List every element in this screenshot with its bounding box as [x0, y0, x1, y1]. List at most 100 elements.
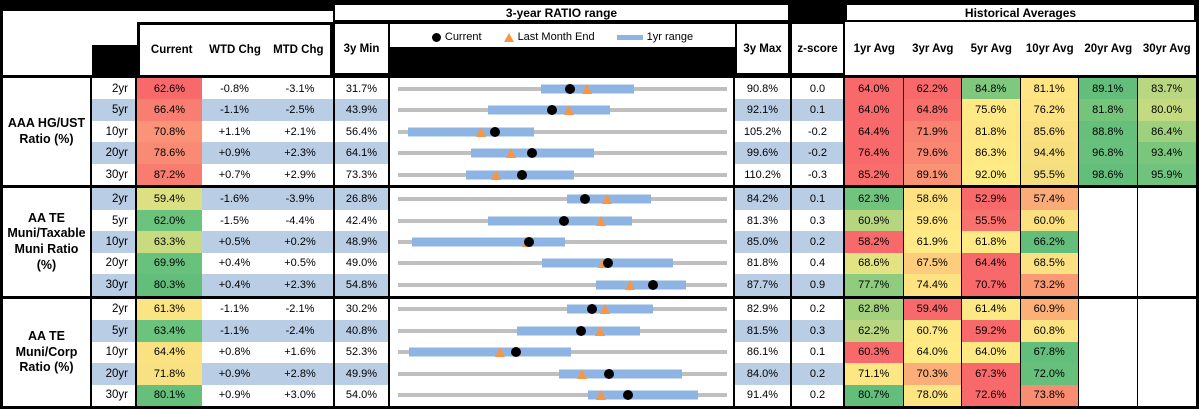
avg-cell: 80.0% [1137, 99, 1196, 121]
current-value-cell: 59.4% [137, 188, 202, 210]
wtd-chg-cell: -1.6% [202, 188, 267, 210]
avg-cell: 79.6% [903, 142, 962, 164]
wtd-chg-cell: +0.9% [202, 363, 267, 385]
average-column-headers: 1yr Avg 3yr Avg 5yr Avg 10yr Avg 20yr Av… [845, 22, 1196, 75]
avg-cell: 93.4% [1137, 142, 1196, 164]
mtd-chg-cell: -4.4% [285, 214, 315, 227]
avg-cell: 67.8% [1020, 341, 1079, 364]
zscore-cell: -0.2 [790, 142, 845, 164]
zscore-cell: 0.4 [790, 252, 845, 275]
last-month-end-marker [506, 148, 517, 159]
zscore-cell: 0.1 [790, 188, 845, 210]
avg-cell: 59.2% [962, 320, 1021, 342]
tenor-cell: 30yr [92, 384, 137, 406]
current-value-cell: 80.3% [137, 274, 202, 296]
table-row: 10yr 70.8% +1.1% +2.1% 56.4% 105.2% -0.2 64.4% 7… [92, 120, 1196, 143]
3y-min-column-header: 3y Min [333, 22, 390, 75]
avg-cell: 77.7% [845, 274, 904, 296]
current-marker [546, 105, 557, 116]
avg-column-header-5yr: 5yr Avg [970, 42, 1012, 55]
zscore-cell: 0.3 [790, 209, 845, 232]
range-section-title: 3-year RATIO range [333, 3, 790, 22]
section-rows: 2yr 59.4% -1.6% -3.9% 26.8% 84.2% 0.1 62.3% 58.6… [92, 188, 1196, 296]
wtd-chg-cell: +1.1% [218, 125, 251, 138]
3y-max-cell: 99.6% [735, 142, 790, 164]
avg-cell: 85.6% [1020, 120, 1079, 143]
avg-cell: 92.0% [962, 163, 1021, 186]
wtd-chg-cell: -1.1% [202, 99, 267, 121]
current-marker [527, 148, 538, 159]
avg-cell: 68.6% [845, 252, 904, 275]
current-marker [587, 304, 598, 315]
section-3: AA TE Muni/Corp Ratio (%) 2yr 61.3% -1.1% -2.1… [3, 295, 1196, 406]
table-row: 20yr 71.8% +0.9% +2.8% 49.9% 84.0% 0.2 71.1% 70.… [92, 363, 1196, 385]
legend-last-month-label: Last Month End [517, 31, 595, 43]
avg-cell [1079, 363, 1138, 385]
avg-cell: 62.2% [903, 78, 962, 100]
group-label-line: Muni/Taxable [7, 226, 86, 241]
tenor-cell: 5yr [92, 209, 137, 232]
avg-cell: 76.4% [845, 142, 904, 164]
current-value-cell: 63.4% [137, 320, 202, 342]
section-rows: 2yr 61.3% -1.1% -2.1% 30.2% 82.9% 0.2 62.8% 59.4… [92, 298, 1196, 406]
current-value-cell: 61.3% [137, 298, 202, 321]
current-marker [524, 237, 535, 247]
avg-cell: 72.0% [1020, 363, 1079, 385]
wtd-chg-cell: +0.5% [202, 231, 267, 253]
range-chart-cell [390, 341, 735, 364]
avg-cell: 58.6% [903, 188, 962, 210]
tenor-cell: 2yr [92, 298, 137, 321]
avg-cell: 80.7% [845, 384, 904, 406]
table-row: 30yr 80.3% +0.4% +2.3% 54.8% 87.7% 0.9 77.7% 74.… [92, 274, 1196, 296]
3y-max-cell: 81.8% [746, 257, 779, 270]
avg-cell: 72.6% [962, 384, 1021, 406]
mtd-chg-cell: -3.9% [267, 188, 333, 210]
avg-cell: 74.4% [903, 274, 962, 296]
1yr-range-bar [587, 390, 699, 400]
current-value-cell: 63.3% [137, 231, 202, 253]
zscore-column-header: z-score [790, 22, 845, 75]
avg-cell: 60.9% [1020, 298, 1079, 321]
avg-cell: 95.9% [1137, 163, 1196, 186]
3y-max-cell: 86.1% [746, 346, 779, 359]
tenor-cell: 20yr [92, 363, 137, 385]
range-chart-cell [390, 274, 735, 296]
last-month-end-marker [600, 304, 611, 315]
last-month-end-marker [582, 83, 593, 94]
3y-min-cell: 73.3% [333, 163, 390, 186]
current-value-cell: 78.6% [137, 142, 202, 164]
avg-cell: 64.0% [903, 341, 962, 364]
last-month-end-marker [595, 215, 606, 226]
avg-cell [1079, 274, 1138, 296]
avg-cell: 64.0% [962, 341, 1021, 364]
1yr-range-bar [595, 280, 686, 290]
3y-min-cell: 48.9% [333, 231, 390, 253]
avg-cell: 81.8% [962, 120, 1021, 143]
group-label-line: (%) [36, 257, 57, 272]
last-month-end-marker [595, 325, 606, 336]
group-label: AAA HG/UST Ratio (%) [3, 78, 92, 186]
3y-min-cell: 64.1% [333, 142, 390, 164]
zscore-cell: 0.2 [790, 363, 845, 385]
avg-cell [1137, 384, 1196, 406]
current-value-cell: 62.0% [137, 209, 202, 232]
table-row: 30yr 87.2% +0.7% +2.9% 73.3% 110.2% -0.3 85.2% 8… [92, 163, 1196, 186]
range-chart-cell [390, 384, 735, 406]
avg-cell: 78.0% [903, 384, 962, 406]
range-track [398, 393, 727, 398]
avg-cell [1079, 384, 1138, 406]
3y-min-cell: 30.2% [333, 298, 390, 321]
avg-cell: 60.9% [845, 209, 904, 232]
current-value-cell: 71.8% [137, 363, 202, 385]
current-value-cell: 87.2% [137, 163, 202, 186]
table-row: 20yr 69.9% +0.4% +0.5% 49.0% 81.8% 0.4 68.6% 67.… [92, 252, 1196, 275]
current-marker [622, 390, 633, 401]
group-label-line: AA TE [27, 328, 66, 343]
avg-column-header-3yr: 3yr Avg [912, 42, 954, 55]
mtd-chg-cell: -2.4% [267, 320, 333, 342]
avg-cell: 55.5% [962, 209, 1021, 232]
mtd-chg-cell: +2.3% [267, 142, 333, 164]
table-row: 2yr 61.3% -1.1% -2.1% 30.2% 82.9% 0.2 62.8% 59.4… [92, 298, 1196, 321]
current-marker [558, 215, 569, 226]
avg-cell: 86.4% [1137, 120, 1196, 143]
